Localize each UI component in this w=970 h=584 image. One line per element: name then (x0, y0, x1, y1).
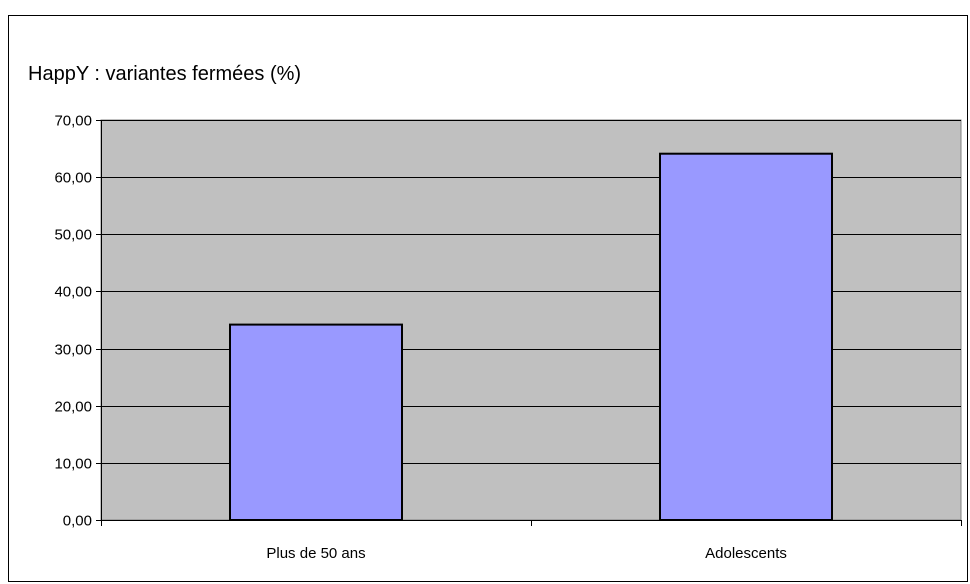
x-category-label: Plus de 50 ans (266, 545, 365, 562)
y-tick-label: 30,00 (54, 342, 92, 359)
chart-title: HappY : variantes fermées (%) (28, 63, 302, 85)
x-category-label: Adolescents (705, 545, 787, 562)
y-tick-label: 70,00 (54, 113, 92, 130)
y-tick-label: 40,00 (54, 284, 92, 301)
bar (659, 152, 833, 521)
axes (96, 120, 962, 526)
y-tick-label: 10,00 (54, 456, 92, 473)
bars (229, 152, 833, 521)
axis-labels: 0,00 10,00 20,00 30,00 40,00 50,00 60,00 70,00 P… (54, 113, 786, 563)
y-tick-label: 20,00 (54, 399, 92, 416)
y-tick-label: 0,00 (63, 513, 92, 530)
y-tick-label: 60,00 (54, 170, 92, 187)
bar (229, 323, 403, 521)
y-tick-label: 50,00 (54, 227, 92, 244)
